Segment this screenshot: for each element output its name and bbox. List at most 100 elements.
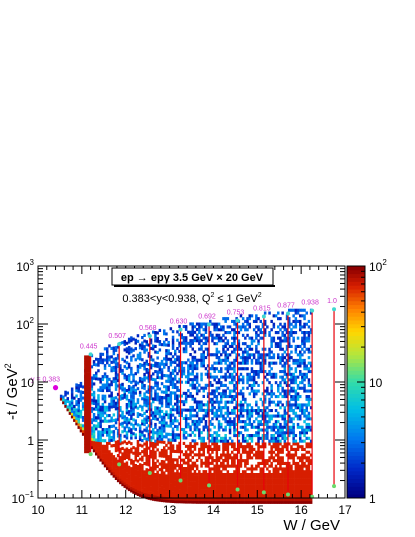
heatmap-cell	[259, 397, 262, 401]
heatmap-cell	[90, 401, 94, 405]
heatmap-cell	[101, 375, 105, 379]
heatmap-cell	[290, 381, 293, 385]
heatmap-cell	[191, 364, 194, 368]
heatmap-cell	[198, 478, 201, 482]
heatmap-cell	[77, 386, 80, 390]
heatmap-cell	[299, 370, 302, 374]
heatmap-cell	[285, 467, 289, 471]
heatmap-cell	[233, 339, 236, 343]
heatmap-cell	[134, 475, 137, 479]
heatmap-cell	[198, 330, 201, 334]
heatmap-cell	[171, 491, 175, 495]
heatmap-cell	[169, 463, 173, 467]
heatmap-cell	[195, 467, 199, 471]
heatmap-cell	[307, 325, 311, 329]
heatmap-cell	[285, 484, 289, 488]
heatmap-cell	[193, 433, 197, 437]
heatmap-cell	[277, 498, 280, 502]
heatmap-cell	[259, 436, 262, 440]
heatmap-cell	[156, 412, 159, 416]
heatmap-cell	[70, 407, 74, 411]
heatmap-cell	[163, 471, 166, 475]
heatmap-cell	[156, 478, 159, 482]
heatmap-cell	[121, 424, 124, 428]
heatmap-cell	[184, 455, 188, 459]
heatmap-cell	[180, 450, 183, 454]
heatmap-cell	[255, 350, 258, 354]
heatmap-cell	[125, 453, 129, 457]
heatmap-cell	[136, 448, 140, 452]
heatmap-cell	[191, 422, 194, 426]
heatmap-cell	[167, 499, 170, 503]
heatmap-cell	[211, 484, 214, 488]
heatmap-cell	[211, 375, 214, 379]
heatmap-cell	[119, 422, 122, 426]
heatmap-cell	[169, 424, 173, 428]
heatmap-cell	[171, 383, 175, 387]
heatmap-cell	[149, 341, 153, 345]
heatmap-cell	[143, 495, 146, 499]
heatmap-cell	[119, 467, 122, 471]
heatmap-cell	[206, 486, 210, 490]
heatmap-cell	[272, 356, 276, 360]
heatmap-cell	[255, 392, 258, 396]
heatmap-cell	[204, 472, 208, 476]
heatmap-cell	[226, 439, 230, 443]
heatmap-cell	[277, 484, 280, 488]
heatmap-cell	[189, 425, 192, 429]
heatmap-cell	[154, 453, 157, 457]
heatmap-cell	[138, 452, 142, 456]
heatmap-cell	[101, 411, 105, 415]
heatmap-cell	[285, 428, 289, 432]
heatmap-cell	[200, 322, 203, 326]
heatmap-cell	[191, 372, 194, 376]
heatmap-cell	[112, 405, 116, 409]
heatmap-cell	[239, 442, 243, 446]
heatmap-cell	[130, 339, 133, 343]
heatmap-cell	[108, 441, 111, 445]
heatmap-cell	[211, 461, 214, 465]
heatmap-cell	[154, 425, 157, 429]
heatmap-cell	[147, 463, 151, 467]
heatmap-cell	[250, 478, 254, 482]
heatmap-cell	[281, 434, 284, 438]
heatmap-cell	[246, 445, 249, 449]
heatmap-cell	[294, 498, 298, 502]
heatmap-cell	[206, 411, 210, 415]
heatmap-cell	[309, 470, 313, 474]
heatmap-cell	[99, 439, 102, 443]
heatmap-cell	[149, 366, 153, 370]
heatmap-cell	[90, 365, 94, 369]
heatmap-cell	[274, 314, 278, 318]
heatmap-cell	[283, 422, 287, 426]
heatmap-cell	[125, 361, 129, 365]
heatmap-cell	[257, 498, 260, 502]
heatmap-cell	[237, 353, 241, 357]
heatmap-cell	[261, 400, 265, 404]
heatmap-cell	[250, 495, 254, 499]
heatmap-cell	[204, 372, 208, 376]
heatmap-cell	[257, 409, 260, 413]
heatmap-cell	[257, 461, 260, 465]
heatmap-cell	[204, 478, 208, 482]
heatmap-cell	[191, 439, 194, 443]
heatmap-cell	[237, 414, 241, 418]
heatmap-cell	[136, 490, 140, 494]
heatmap-cell	[292, 403, 295, 407]
heatmap-cell	[241, 475, 245, 479]
heatmap-cell	[266, 495, 269, 499]
heatmap-cell	[209, 456, 212, 460]
heatmap-cell	[226, 473, 230, 477]
heatmap-cell	[239, 453, 243, 457]
heatmap-cell	[248, 484, 251, 488]
heatmap-cell	[189, 366, 192, 370]
heatmap-cell	[301, 353, 304, 357]
heatmap-cell	[274, 381, 278, 385]
heatmap-cell	[156, 498, 159, 502]
heatmap-cell	[213, 378, 216, 382]
heatmap-cell	[257, 492, 260, 496]
heatmap-cell	[285, 339, 289, 343]
heatmap-cell	[255, 500, 258, 504]
heatmap-cell	[147, 432, 151, 436]
heatmap-cell	[202, 495, 205, 499]
